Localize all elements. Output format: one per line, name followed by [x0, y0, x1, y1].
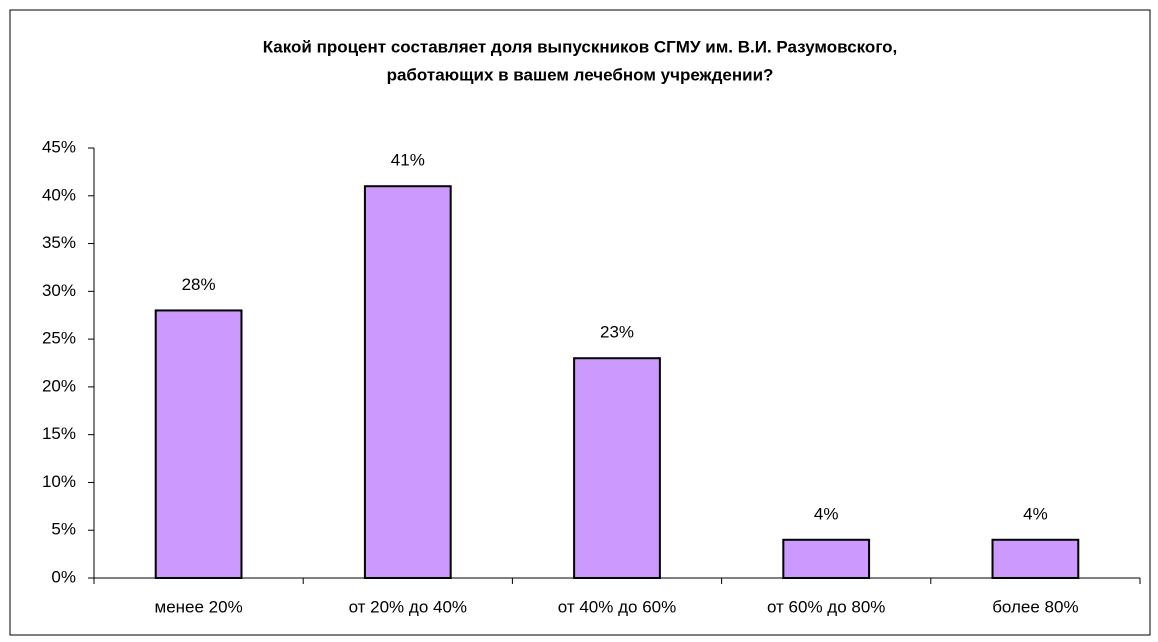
- y-tick-label: 45%: [42, 137, 76, 156]
- x-tick-label: от 40% до 60%: [558, 597, 676, 616]
- y-tick-label: 10%: [42, 472, 76, 491]
- bar: [154, 309, 243, 579]
- data-label: 23%: [600, 323, 634, 342]
- chart-title: работающих в вашем лечебном учреждении?: [387, 65, 774, 84]
- data-label: 4%: [1023, 504, 1048, 523]
- y-tick-label: 20%: [42, 376, 76, 395]
- y-tick-label: 0%: [51, 567, 76, 586]
- data-label: 4%: [814, 504, 839, 523]
- x-tick-label: менее 20%: [155, 597, 243, 616]
- data-label: 28%: [182, 275, 216, 294]
- y-tick-label: 15%: [42, 424, 76, 443]
- y-tick-label: 25%: [42, 329, 76, 348]
- x-tick-label: более 80%: [992, 597, 1078, 616]
- bar: [573, 357, 661, 579]
- y-tick-label: 5%: [51, 520, 76, 539]
- data-label: 41%: [391, 151, 425, 170]
- x-tick-label: от 20% до 40%: [349, 597, 467, 616]
- x-tick-label: от 60% до 80%: [767, 597, 885, 616]
- y-tick-label: 40%: [42, 185, 76, 204]
- y-tick-label: 35%: [42, 233, 76, 252]
- bar: [991, 538, 1080, 579]
- chart-title: Какой процент составляет доля выпускнико…: [263, 37, 898, 56]
- bar: [782, 538, 871, 579]
- bar: [363, 185, 452, 579]
- y-tick-label: 30%: [42, 281, 76, 300]
